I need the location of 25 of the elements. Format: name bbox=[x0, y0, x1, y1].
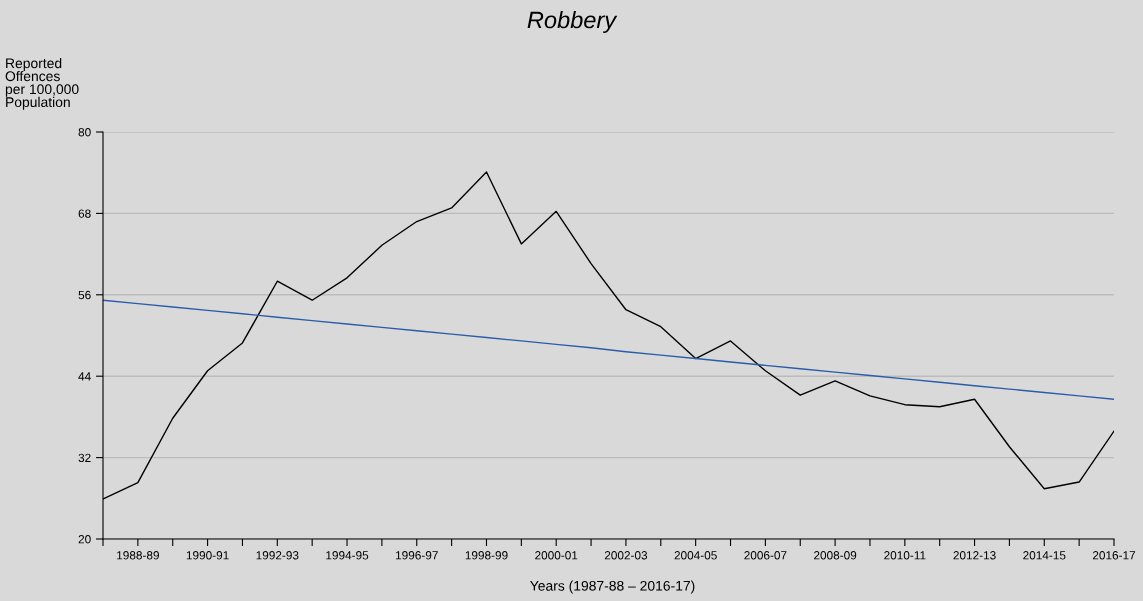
chart-title: Robbery bbox=[527, 11, 618, 33]
x-tick-label: 2006-07 bbox=[744, 551, 787, 560]
y-axis-title: Reported Offences per 100,000 Population bbox=[5, 58, 79, 110]
y-tick-label: 56 bbox=[78, 290, 91, 300]
x-tick-label: 2004-05 bbox=[674, 551, 717, 560]
y-tick-label: 20 bbox=[78, 535, 91, 544]
x-axis-title: Years (1987-88 – 2016-17) bbox=[530, 580, 695, 594]
x-tick-label: 1988-89 bbox=[117, 551, 159, 560]
x-tick-label: 2010-11 bbox=[884, 551, 926, 560]
x-tick-label: 1996-97 bbox=[396, 551, 438, 560]
x-tick-label: 2002-03 bbox=[604, 551, 648, 560]
x-tick-label: 2008-09 bbox=[814, 551, 857, 560]
x-tick-label: 1998-99 bbox=[465, 551, 508, 560]
x-tick-label: 2014-15 bbox=[1023, 551, 1066, 560]
x-tick-label: 1992-93 bbox=[256, 551, 299, 560]
x-tick-label: 2000-01 bbox=[535, 551, 578, 560]
x-tick-label: 1994-95 bbox=[326, 551, 369, 560]
y-tick-label: 80 bbox=[78, 128, 91, 137]
x-tick-label: 2012-13 bbox=[953, 551, 996, 560]
x-tick-label: 1990-91 bbox=[186, 551, 229, 560]
y-tick-label: 44 bbox=[78, 372, 91, 381]
line-series bbox=[103, 299, 1114, 400]
y-tick-label: 68 bbox=[78, 209, 91, 218]
y-tick-label: 32 bbox=[78, 453, 91, 462]
x-tick-label: 2016-17 bbox=[1092, 551, 1136, 560]
